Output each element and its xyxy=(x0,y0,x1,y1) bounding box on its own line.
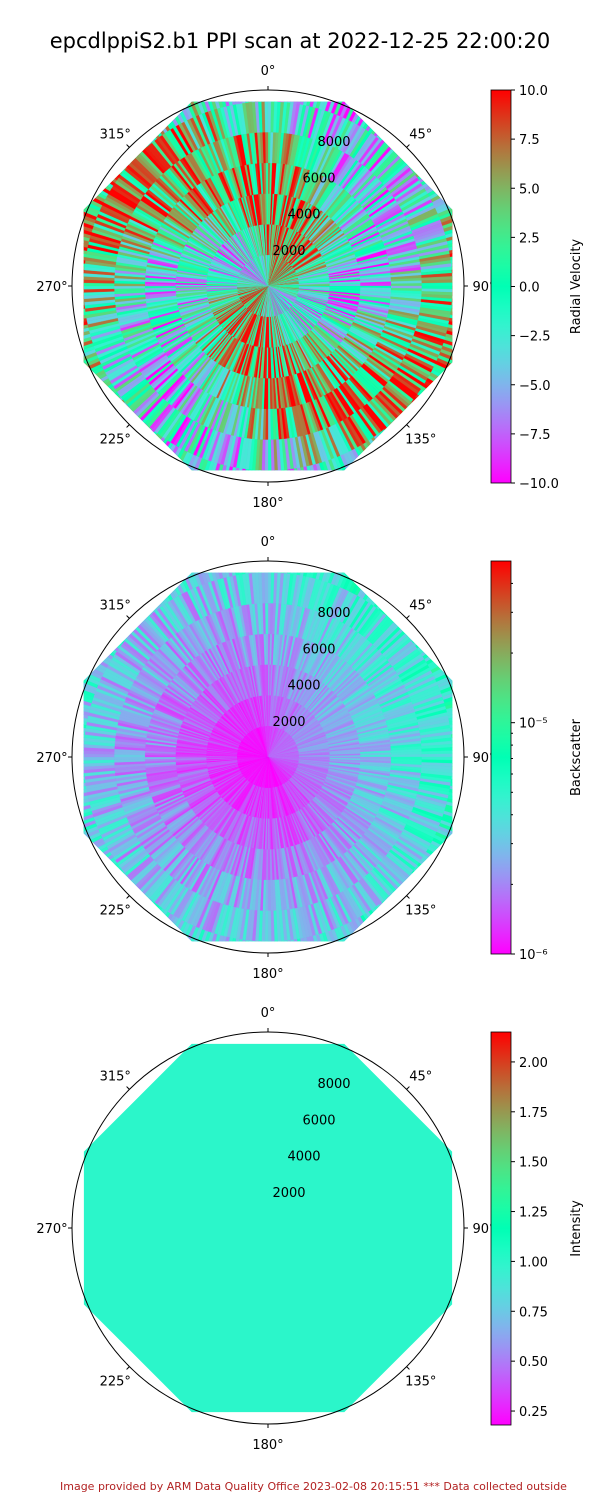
angle-tick-label: 270° xyxy=(36,280,67,295)
polar-panel-2: 20004000600080000°45°90°135°180°225°270°… xyxy=(36,535,584,982)
angle-tick-label: 180° xyxy=(252,496,283,511)
angle-tick-label: 135° xyxy=(405,433,436,448)
angle-tick xyxy=(406,144,410,148)
angle-tick-label: 225° xyxy=(100,433,131,448)
colorbar-bar xyxy=(490,89,512,484)
colorbar-tick-label: −7.5 xyxy=(519,428,551,443)
colorbar-tick-label: 10.0 xyxy=(519,84,548,99)
range-tick-label: 4000 xyxy=(287,208,320,223)
range-tick-label: 8000 xyxy=(317,135,350,150)
polar-panel-1: 20004000600080000°45°90°135°180°225°270°… xyxy=(36,64,584,511)
colorbar-tick-label: 2.5 xyxy=(519,231,540,246)
angle-tick xyxy=(406,424,410,428)
range-tick-label: 6000 xyxy=(302,171,335,186)
colorbar-tick-label: −5.0 xyxy=(519,379,551,394)
colorbar-tick-label: 7.5 xyxy=(519,133,540,148)
colorbar-tick-label: −2.5 xyxy=(519,330,551,345)
angle-tick xyxy=(126,144,130,148)
colorbar-tick-label: 5.0 xyxy=(519,182,540,197)
panels: 20004000600080000°45°90°135°180°225°270°… xyxy=(36,64,584,1453)
colorbar-tick-label: 0.0 xyxy=(519,281,540,296)
angle-tick xyxy=(126,424,130,428)
colorbar: −10.0 −7.5 −5.0 −2.5 0.0 2.5 5.0 7.5 10.0 Radial … xyxy=(490,84,584,492)
colorbar-label: Radial Velocity xyxy=(569,239,584,335)
colorbar-tick-label: −10.0 xyxy=(519,477,559,492)
range-tick-label: 2000 xyxy=(272,244,305,259)
angle-tick-label: 45° xyxy=(409,127,432,142)
scan-data xyxy=(83,101,453,471)
scan-data xyxy=(83,572,453,942)
angle-tick-label: 0° xyxy=(261,64,276,79)
figure-title: epcdlppiS2.b1 PPI scan at 2022-12-25 22:… xyxy=(50,29,551,53)
angle-tick-label: 315° xyxy=(100,127,131,142)
